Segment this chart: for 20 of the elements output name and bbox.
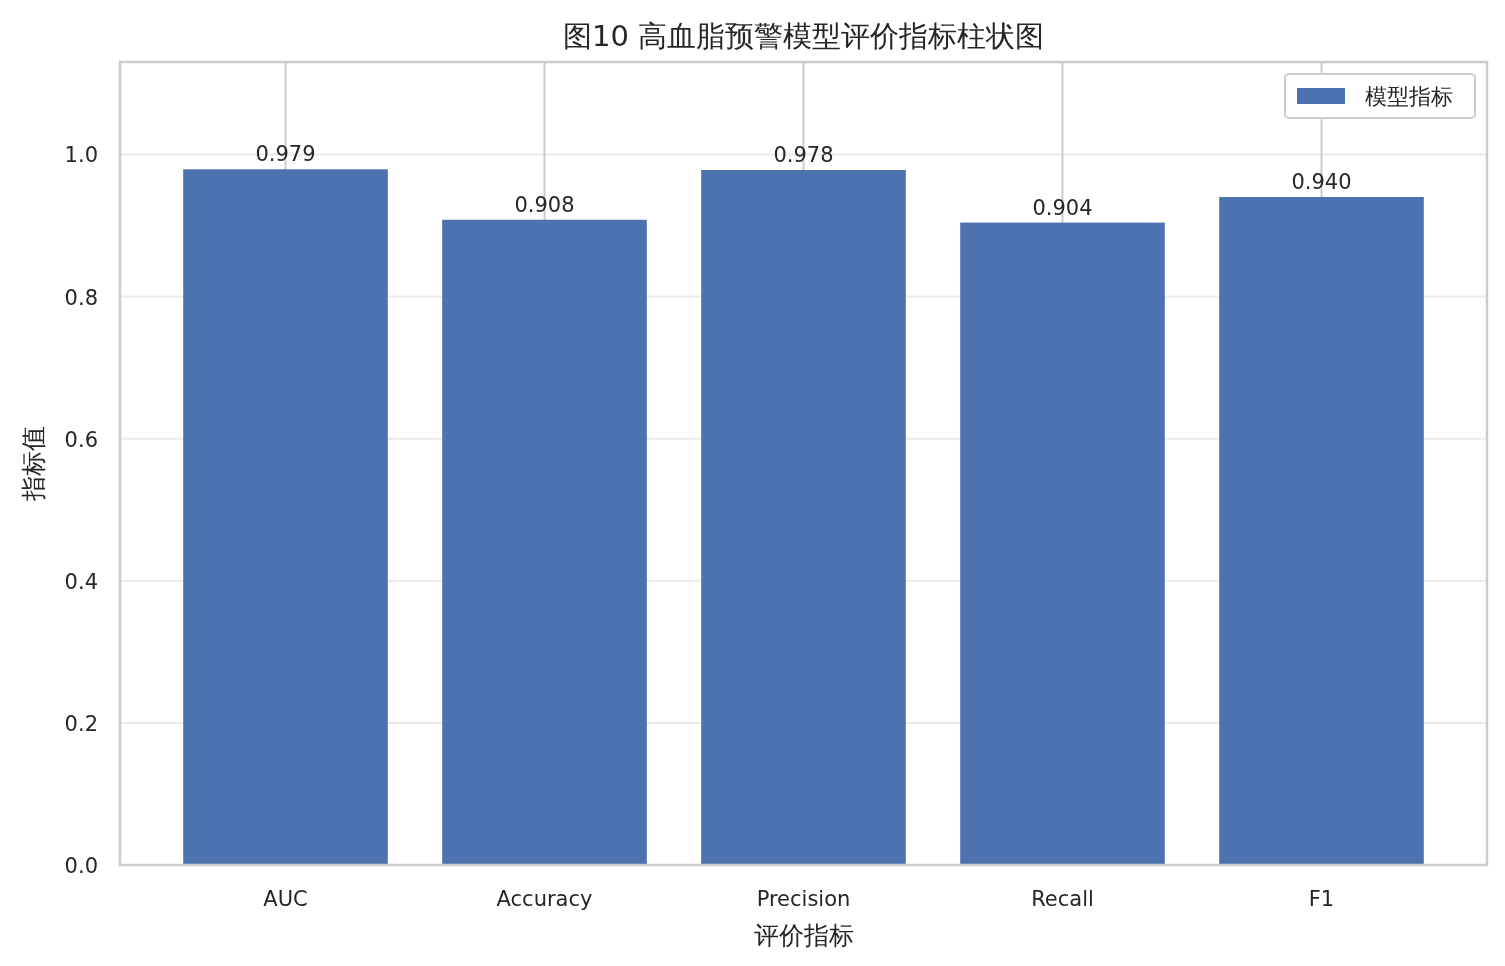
y-tick-label: 0.2 bbox=[64, 711, 98, 736]
y-tick-label: 1.0 bbox=[64, 143, 98, 168]
x-tick-label: Recall bbox=[1031, 887, 1094, 911]
x-tick-label: Accuracy bbox=[496, 887, 593, 911]
legend-label: 模型指标 bbox=[1365, 84, 1453, 109]
y-tick-label: 0.8 bbox=[64, 285, 98, 310]
data-label: 0.979 bbox=[255, 142, 316, 167]
data-label: 0.908 bbox=[514, 192, 575, 217]
y-tick-label: 0.6 bbox=[64, 427, 98, 452]
x-axis-title: 评价指标 bbox=[753, 921, 854, 950]
y-axis-title: 指标值 bbox=[19, 426, 48, 502]
data-label: 0.940 bbox=[1291, 170, 1352, 195]
data-label: 0.904 bbox=[1032, 195, 1093, 220]
chart-title: 图10 高血脂预警模型评价指标柱状图 bbox=[562, 19, 1045, 53]
x-tick-label: F1 bbox=[1308, 887, 1335, 911]
x-tick-label: AUC bbox=[263, 887, 308, 911]
data-label: 0.978 bbox=[773, 143, 834, 168]
x-tick-label: Precision bbox=[756, 887, 851, 911]
y-tick-label: 0.4 bbox=[64, 569, 98, 594]
y-tick-label: 0.0 bbox=[64, 854, 98, 878]
